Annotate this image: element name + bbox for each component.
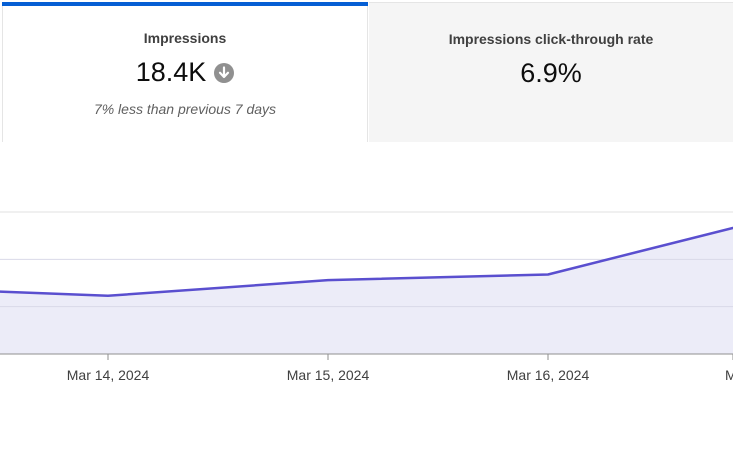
x-tick-label: Mar 14, 2024	[67, 367, 150, 383]
impressions-value-row: 18.4K	[3, 56, 367, 88]
impressions-label: Impressions	[143, 30, 227, 46]
ctr-card[interactable]: Impressions click-through rate 6.9%	[369, 2, 733, 142]
impressions-value: 18.4K	[135, 57, 207, 87]
arrow-down-circle-icon	[214, 63, 235, 83]
ctr-label: Impressions click-through rate	[448, 31, 654, 47]
ctr-value-row: 6.9%	[369, 57, 733, 89]
ctr-value: 6.9%	[520, 58, 582, 88]
impressions-comparison-note: 7% less than previous 7 days	[93, 101, 277, 117]
series-area	[0, 227, 733, 354]
selected-tab-indicator	[2, 2, 368, 6]
x-tick-label: Mar 16, 2024	[507, 367, 590, 383]
x-tick-label: Mar 15, 2024	[287, 367, 370, 383]
x-tick-label: M	[725, 367, 733, 383]
series-line	[0, 226, 733, 298]
impressions-card[interactable]: Impressions 18.4K 7% less than previous …	[2, 2, 368, 142]
